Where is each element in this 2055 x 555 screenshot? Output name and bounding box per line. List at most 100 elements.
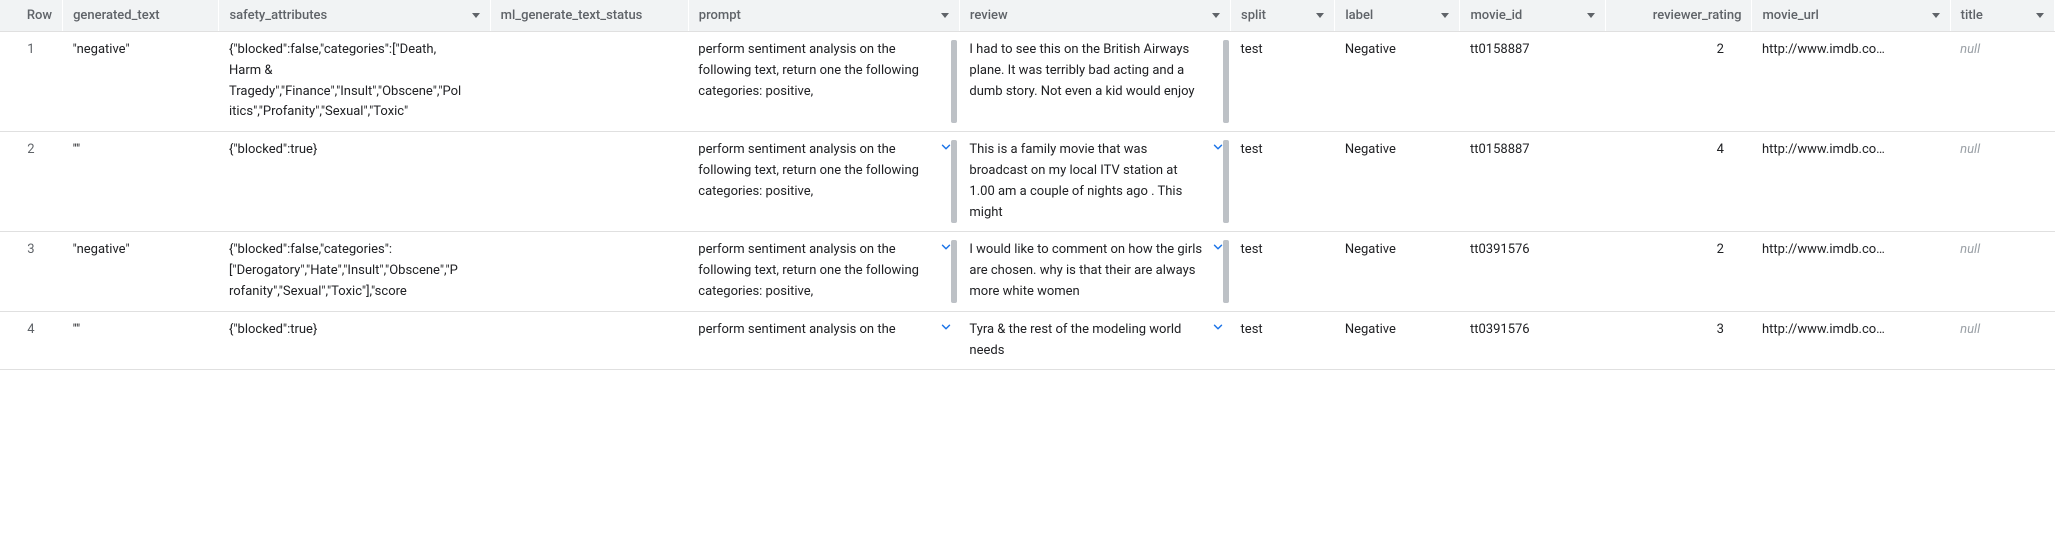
review-cell: This is a family movie that was broadcas… <box>959 132 1230 232</box>
chevron-down-icon[interactable] <box>472 13 480 18</box>
cell-text: {"blocked":false,"categories":["Death, H… <box>229 40 480 123</box>
table-row: 1"negative"{"blocked":false,"categories"… <box>0 32 2055 132</box>
col-movie-id[interactable]: movie_id <box>1460 0 1606 32</box>
col-label: movie_id <box>1470 8 1522 23</box>
cell-text: {"blocked":false,"categories":["Derogato… <box>229 240 480 302</box>
review-cell: Tyra & the rest of the modeling world ne… <box>959 311 1230 370</box>
cell-text: tt0158887 <box>1470 140 1596 161</box>
cell-text: tt0391576 <box>1470 240 1596 261</box>
cell-text: 3 <box>1616 320 1742 341</box>
cell-text: 2 <box>1616 40 1742 61</box>
reviewer-rating-cell: 4 <box>1606 132 1752 232</box>
table-row: 4 "" {"blocked":true} perform sentiment ana… <box>0 311 2055 370</box>
safety-attributes-cell: {"blocked":false,"categories":["Death, H… <box>219 32 490 132</box>
cell-text: http://www.imdb.co… <box>1762 140 1940 161</box>
col-title[interactable]: title <box>1950 0 2054 32</box>
chevron-down-icon[interactable] <box>1587 13 1595 18</box>
movie-url-cell: http://www.imdb.co… <box>1752 311 1950 370</box>
movie-url-cell: http://www.imdb.co… <box>1752 32 1950 132</box>
safety-attributes-cell: {"blocked":true} <box>219 132 490 232</box>
col-movie-url[interactable]: movie_url <box>1752 0 1950 32</box>
col-reviewer-rating[interactable]: reviewer_rating <box>1606 0 1752 32</box>
split-cell: test <box>1231 311 1335 370</box>
chevron-down-icon[interactable] <box>2036 13 2044 18</box>
prompt-cell: perform sentiment analysis on the follow… <box>688 132 959 232</box>
cell-text: I would like to comment on how the girls… <box>969 240 1220 302</box>
cell-text: I had to see this on the British Airways… <box>969 40 1220 102</box>
label-cell: Negative <box>1335 311 1460 370</box>
reviewer-rating-cell: 2 <box>1606 32 1752 132</box>
cell-text: 2 <box>10 140 53 161</box>
label-cell: Negative <box>1335 32 1460 132</box>
cell-text: tt0391576 <box>1470 320 1596 341</box>
cell-text: 3 <box>10 240 53 261</box>
title-cell: null <box>1950 232 2054 311</box>
split-cell: test <box>1231 32 1335 132</box>
expand-chevron-icon[interactable] <box>1211 320 1225 334</box>
col-label: generated_text <box>73 8 160 23</box>
movie-url-cell: http://www.imdb.co… <box>1752 132 1950 232</box>
col-generated-text[interactable]: generated_text <box>63 0 219 32</box>
movie-id-cell: tt0158887 <box>1460 132 1606 232</box>
col-row[interactable]: Row <box>0 0 63 32</box>
cell-text: null <box>1960 320 2044 341</box>
reviewer-rating-cell: 3 <box>1606 311 1752 370</box>
safety-attributes-cell: {"blocked":false,"categories":["Derogato… <box>219 232 490 311</box>
prompt-cell: perform sentiment analysis on the follow… <box>688 32 959 132</box>
movie-id-cell: tt0391576 <box>1460 232 1606 311</box>
cell-text: Negative <box>1345 140 1450 161</box>
split-cell: test <box>1231 232 1335 311</box>
review-cell: I would like to comment on how the girls… <box>959 232 1230 311</box>
title-cell: null <box>1950 32 2054 132</box>
cell-text: 2 <box>1616 240 1742 261</box>
cell-scrollbar[interactable] <box>951 40 957 123</box>
col-label: movie_url <box>1762 8 1818 23</box>
ml-status-cell <box>490 32 688 132</box>
col-ml-generate-text-status[interactable]: ml_generate_text_status <box>490 0 688 32</box>
chevron-down-icon[interactable] <box>1441 13 1449 18</box>
row-number-cell: 2 <box>0 132 63 232</box>
cell-scrollbar[interactable] <box>1223 40 1229 123</box>
row-number-cell: 1 <box>0 32 63 132</box>
chevron-down-icon[interactable] <box>1316 13 1324 18</box>
chevron-down-icon[interactable] <box>941 13 949 18</box>
cell-text: perform sentiment analysis on the <box>698 320 949 341</box>
table-header: Row generated_text safety_attributes ml_… <box>0 0 2055 32</box>
ml-status-cell <box>490 311 688 370</box>
cell-text: Tyra & the rest of the modeling world ne… <box>969 320 1220 362</box>
cell-text: "" <box>73 140 209 161</box>
ml-status-cell <box>490 132 688 232</box>
review-cell: I had to see this on the British Airways… <box>959 32 1230 132</box>
table-row: 2 "" {"blocked":true} perform sentiment ana… <box>0 132 2055 232</box>
cell-text: test <box>1241 240 1325 261</box>
cell-text: {"blocked":true} <box>229 140 480 161</box>
col-review[interactable]: review <box>959 0 1230 32</box>
generated-text-cell: "negative" <box>63 32 219 132</box>
col-prompt[interactable]: prompt <box>688 0 959 32</box>
cell-scrollbar[interactable] <box>951 140 957 223</box>
prompt-cell: perform sentiment analysis on the <box>688 311 959 370</box>
reviewer-rating-cell: 2 <box>1606 232 1752 311</box>
prompt-cell: perform sentiment analysis on the follow… <box>688 232 959 311</box>
col-label: reviewer_rating <box>1653 8 1742 23</box>
col-label: split <box>1241 8 1266 23</box>
col-label: review <box>970 8 1008 23</box>
col-split[interactable]: split <box>1231 0 1335 32</box>
chevron-down-icon[interactable] <box>1212 13 1220 18</box>
header-row: Row generated_text safety_attributes ml_… <box>0 0 2055 32</box>
cell-scrollbar[interactable] <box>1223 240 1229 302</box>
cell-scrollbar[interactable] <box>951 240 957 302</box>
col-label-col[interactable]: label <box>1335 0 1460 32</box>
cell-text: test <box>1241 40 1325 61</box>
col-safety-attributes[interactable]: safety_attributes <box>219 0 490 32</box>
chevron-down-icon[interactable] <box>1932 13 1940 18</box>
expand-chevron-icon[interactable] <box>939 320 953 334</box>
cell-text: "" <box>73 320 209 341</box>
row-number-cell: 3 <box>0 232 63 311</box>
cell-text: {"blocked":true} <box>229 320 480 341</box>
cell-text: Negative <box>1345 40 1450 61</box>
row-number-cell: 4 <box>0 311 63 370</box>
generated-text-cell: "negative" <box>63 232 219 311</box>
movie-url-cell: http://www.imdb.co… <box>1752 232 1950 311</box>
cell-scrollbar[interactable] <box>1223 140 1229 223</box>
